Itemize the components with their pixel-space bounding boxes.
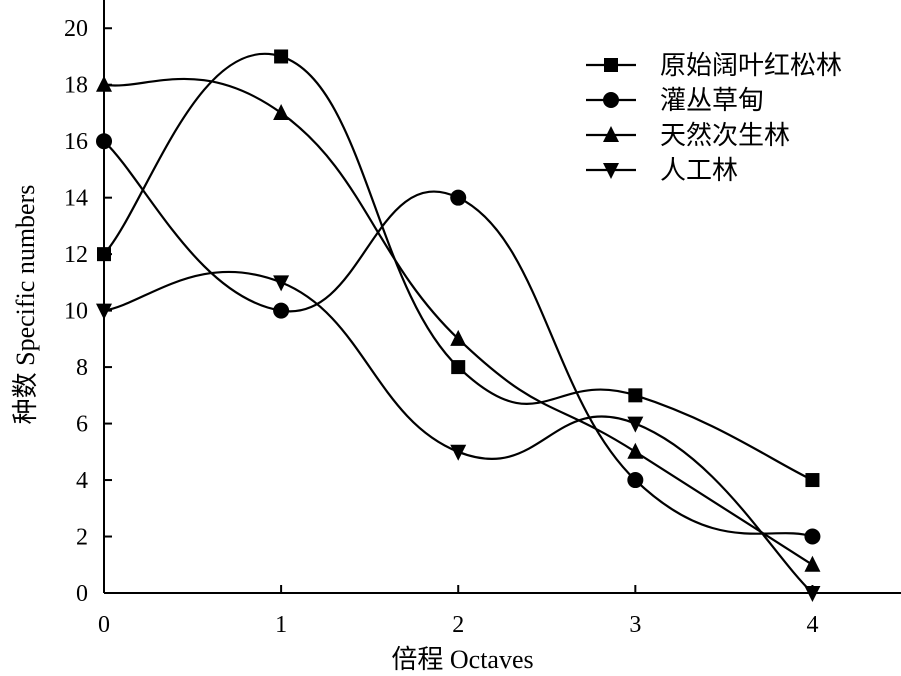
y-tick-label: 2: [76, 525, 88, 551]
x-tick-label: 0: [98, 612, 110, 638]
series-2: [96, 133, 821, 545]
series-line: [103, 52, 813, 482]
legend-item: 人工林: [586, 156, 738, 185]
legend-item: 灌丛草甸: [586, 86, 764, 115]
y-tick-label: 14: [64, 186, 88, 212]
series-4: [96, 270, 821, 602]
data-point: [627, 442, 644, 459]
data-point: [804, 555, 821, 572]
legend-item: 原始阔叶红松林: [586, 51, 842, 80]
data-point: [96, 75, 112, 92]
data-point: [804, 586, 821, 602]
data-point: [627, 472, 644, 489]
y-tick-label: 18: [64, 73, 88, 99]
y-tick-label: 20: [64, 16, 88, 42]
legend-marker: [604, 58, 618, 72]
x-tick-label: 2: [452, 612, 464, 638]
data-point: [450, 189, 467, 206]
y-tick-label: 6: [76, 412, 88, 438]
data-point: [274, 49, 289, 64]
x-axis-title: 倍程 Octaves: [391, 645, 533, 674]
legend-label: 天然次生林: [660, 121, 790, 150]
data-point: [450, 444, 467, 461]
data-point: [96, 133, 112, 150]
y-tick-label: 8: [76, 355, 88, 381]
data-point: [451, 360, 466, 375]
data-point: [805, 473, 820, 488]
y-tick-label: 12: [64, 242, 88, 268]
data-point: [273, 103, 290, 120]
y-tick-label: 16: [64, 129, 88, 155]
series-1: [97, 49, 820, 488]
series-3: [96, 75, 821, 572]
legend-label: 人工林: [660, 156, 738, 185]
x-tick-label: 3: [629, 612, 641, 638]
y-tick-label: 10: [64, 299, 88, 325]
legend-marker: [603, 92, 619, 108]
y-tick-label: 4: [76, 468, 88, 494]
data-point: [804, 528, 821, 545]
series-line: [103, 270, 814, 594]
legend-label: 原始阔叶红松林: [660, 51, 842, 80]
y-axis-title: 种数 Specific numbers: [11, 185, 40, 425]
data-point: [273, 302, 290, 319]
series-layer: [96, 49, 821, 602]
data-point: [97, 247, 111, 262]
x-tick-label: 4: [806, 612, 818, 638]
data-point: [628, 388, 643, 403]
data-point: [450, 329, 467, 346]
legend-marker: [603, 126, 619, 142]
data-point: [273, 275, 290, 292]
legend-label: 灌丛草甸: [660, 86, 764, 115]
y-tick-label: 0: [76, 581, 88, 607]
x-tick-label: 1: [275, 612, 287, 638]
legend-marker: [603, 163, 619, 179]
legend-item: 天然次生林: [586, 121, 790, 150]
data-point: [96, 303, 112, 320]
data-point: [627, 416, 644, 433]
series-line: [103, 77, 814, 566]
